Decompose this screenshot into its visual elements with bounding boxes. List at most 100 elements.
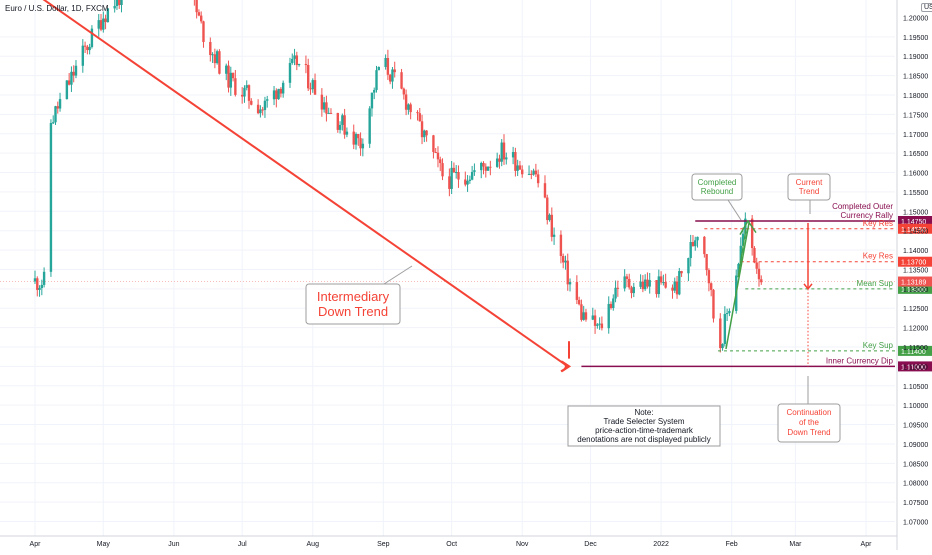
candle-body <box>227 65 230 88</box>
candle-body <box>689 242 692 259</box>
candle-body <box>263 100 267 110</box>
price-tick-label: 1.12000 <box>903 326 928 333</box>
candle-body <box>72 71 75 76</box>
candle-body <box>691 242 695 247</box>
price-tick-label: 1.13500 <box>903 267 928 274</box>
candle-body <box>709 283 713 290</box>
candle-body <box>211 54 214 56</box>
candle-body <box>584 312 588 320</box>
candle-body <box>297 64 301 66</box>
candle-body <box>345 131 349 135</box>
candle-body <box>200 15 203 22</box>
candle-body <box>486 166 490 171</box>
candle-body <box>341 115 344 125</box>
candle-body <box>106 8 110 23</box>
candle-body <box>673 281 676 291</box>
candle-body <box>464 179 467 185</box>
rebound-callout-pointer <box>727 199 742 221</box>
rebound-peak <box>739 219 757 235</box>
mean-sup-badge <box>898 283 932 294</box>
candle-body <box>628 278 631 288</box>
candle-body <box>402 88 406 95</box>
price-tick-label: 1.09000 <box>903 442 928 449</box>
price-tick-label: 1.11000 <box>903 364 928 371</box>
candle-body <box>243 87 246 97</box>
candle-body <box>739 245 742 264</box>
candle-body <box>266 99 269 101</box>
candle-body <box>750 218 754 248</box>
symbol-title: Euro / U.S. Dollar, 1D, FXCM <box>5 4 109 13</box>
candle-body <box>680 271 683 274</box>
time-tick-label: Apr <box>30 541 42 548</box>
candle-body <box>543 183 547 198</box>
candle-body <box>753 247 756 263</box>
candle-body <box>418 113 421 122</box>
rebound-label-line: Completed <box>698 178 737 187</box>
inner-currency-dip-badge <box>898 361 932 372</box>
time-tick-label: May <box>97 541 111 548</box>
inner-currency-dip-label: Inner Currency Dip <box>826 356 894 365</box>
candle-body <box>42 271 46 285</box>
key-res-upper-label: Key Res <box>863 219 893 228</box>
candle-body <box>675 281 679 295</box>
mean-sup-label: Mean Sup <box>857 279 894 288</box>
price-tick-label: 1.19500 <box>903 35 928 42</box>
key-res-label: Key Res <box>863 252 893 261</box>
candle-body <box>295 55 299 66</box>
candle-body <box>250 100 253 105</box>
note-box <box>567 405 721 447</box>
price-tick-label: 1.14000 <box>903 248 928 255</box>
candle-body <box>404 94 408 110</box>
candle-body <box>582 312 585 320</box>
candle-body <box>550 214 554 237</box>
time-tick-label: Apr <box>861 541 873 548</box>
candle-body <box>473 170 476 172</box>
candle-body <box>309 88 312 90</box>
candle-body <box>532 170 535 175</box>
candle-body <box>86 46 89 51</box>
candle-body <box>728 310 731 314</box>
candle-body <box>213 54 217 64</box>
currency-label[interactable]: USD <box>921 3 932 12</box>
candle-body <box>231 72 235 79</box>
note-text-line: Trade Selecter System <box>603 417 684 426</box>
candle-body <box>641 281 645 290</box>
candle-body <box>113 5 116 9</box>
candle-body <box>659 276 663 283</box>
price-tick-label: 1.11500 <box>903 345 928 352</box>
candle-body <box>643 279 647 290</box>
candle-body <box>90 28 94 48</box>
candle-body <box>97 20 100 29</box>
candle-body <box>737 263 740 276</box>
candle-body <box>52 122 55 124</box>
candle-body <box>546 197 549 221</box>
candle-body <box>591 315 594 320</box>
time-tick-label: Jul <box>238 541 247 548</box>
candle-body <box>454 172 458 174</box>
candle-body <box>580 304 583 320</box>
candle-body <box>209 41 212 56</box>
candle-body <box>723 314 727 345</box>
intermediary-label-line: Intermediary <box>317 289 390 304</box>
candle-body <box>338 124 342 130</box>
candle-body <box>548 214 551 221</box>
candle-body <box>416 112 419 114</box>
candle-body <box>646 279 649 287</box>
candle-body <box>623 276 626 289</box>
candle-body <box>452 167 456 173</box>
candle-body <box>58 99 62 109</box>
key-sup-badge <box>898 345 932 356</box>
candle-body <box>678 271 681 295</box>
key-sup-label: Key Sup <box>863 341 894 350</box>
price-tick-label: 1.10500 <box>903 384 928 391</box>
candle-body <box>514 152 517 171</box>
candle-body <box>466 180 469 185</box>
rebound-arrow <box>737 228 747 278</box>
time-tick-label: Feb <box>726 541 738 548</box>
candle-body <box>65 80 69 100</box>
candle-body <box>247 85 251 101</box>
candle-body <box>281 82 285 94</box>
